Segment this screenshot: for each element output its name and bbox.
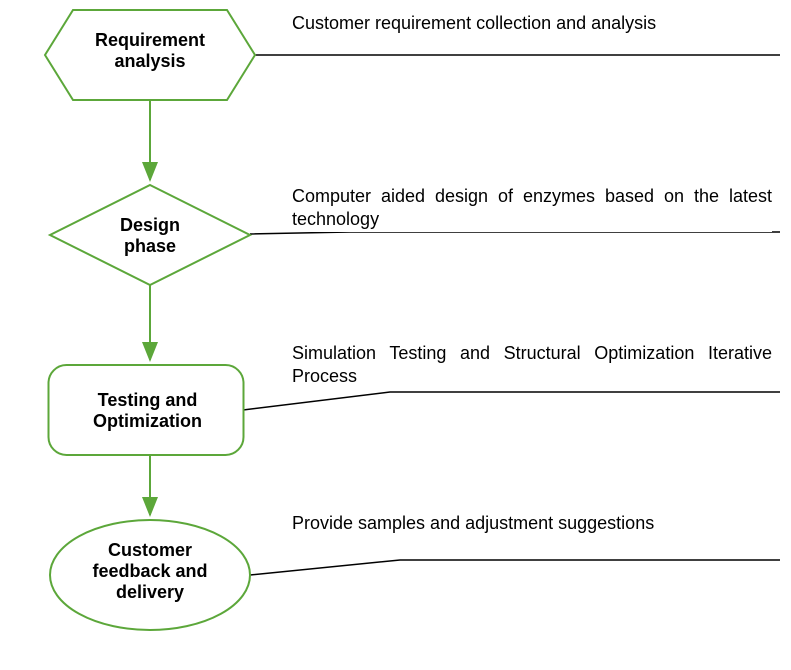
node-requirement-analysis-desc: Customer requirement collection and anal… [292, 12, 772, 35]
node-testing-optimization-desc: Simulation Testing and Structural Optimi… [292, 342, 772, 389]
node-design-phase-desc: Computer aided design of enzymes based o… [292, 185, 772, 232]
node-requirement-analysis-label: Requirement analysis [60, 30, 240, 72]
flowchart-canvas: Requirement analysis Customer requiremen… [0, 0, 791, 670]
node-testing-optimization-label: Testing and Optimization [60, 390, 235, 432]
node-customer-feedback-label: Customer feedback and delivery [70, 540, 230, 603]
node-customer-feedback-desc: Provide samples and adjustment suggestio… [292, 512, 772, 535]
node-design-phase-label: Design phase [95, 215, 205, 257]
